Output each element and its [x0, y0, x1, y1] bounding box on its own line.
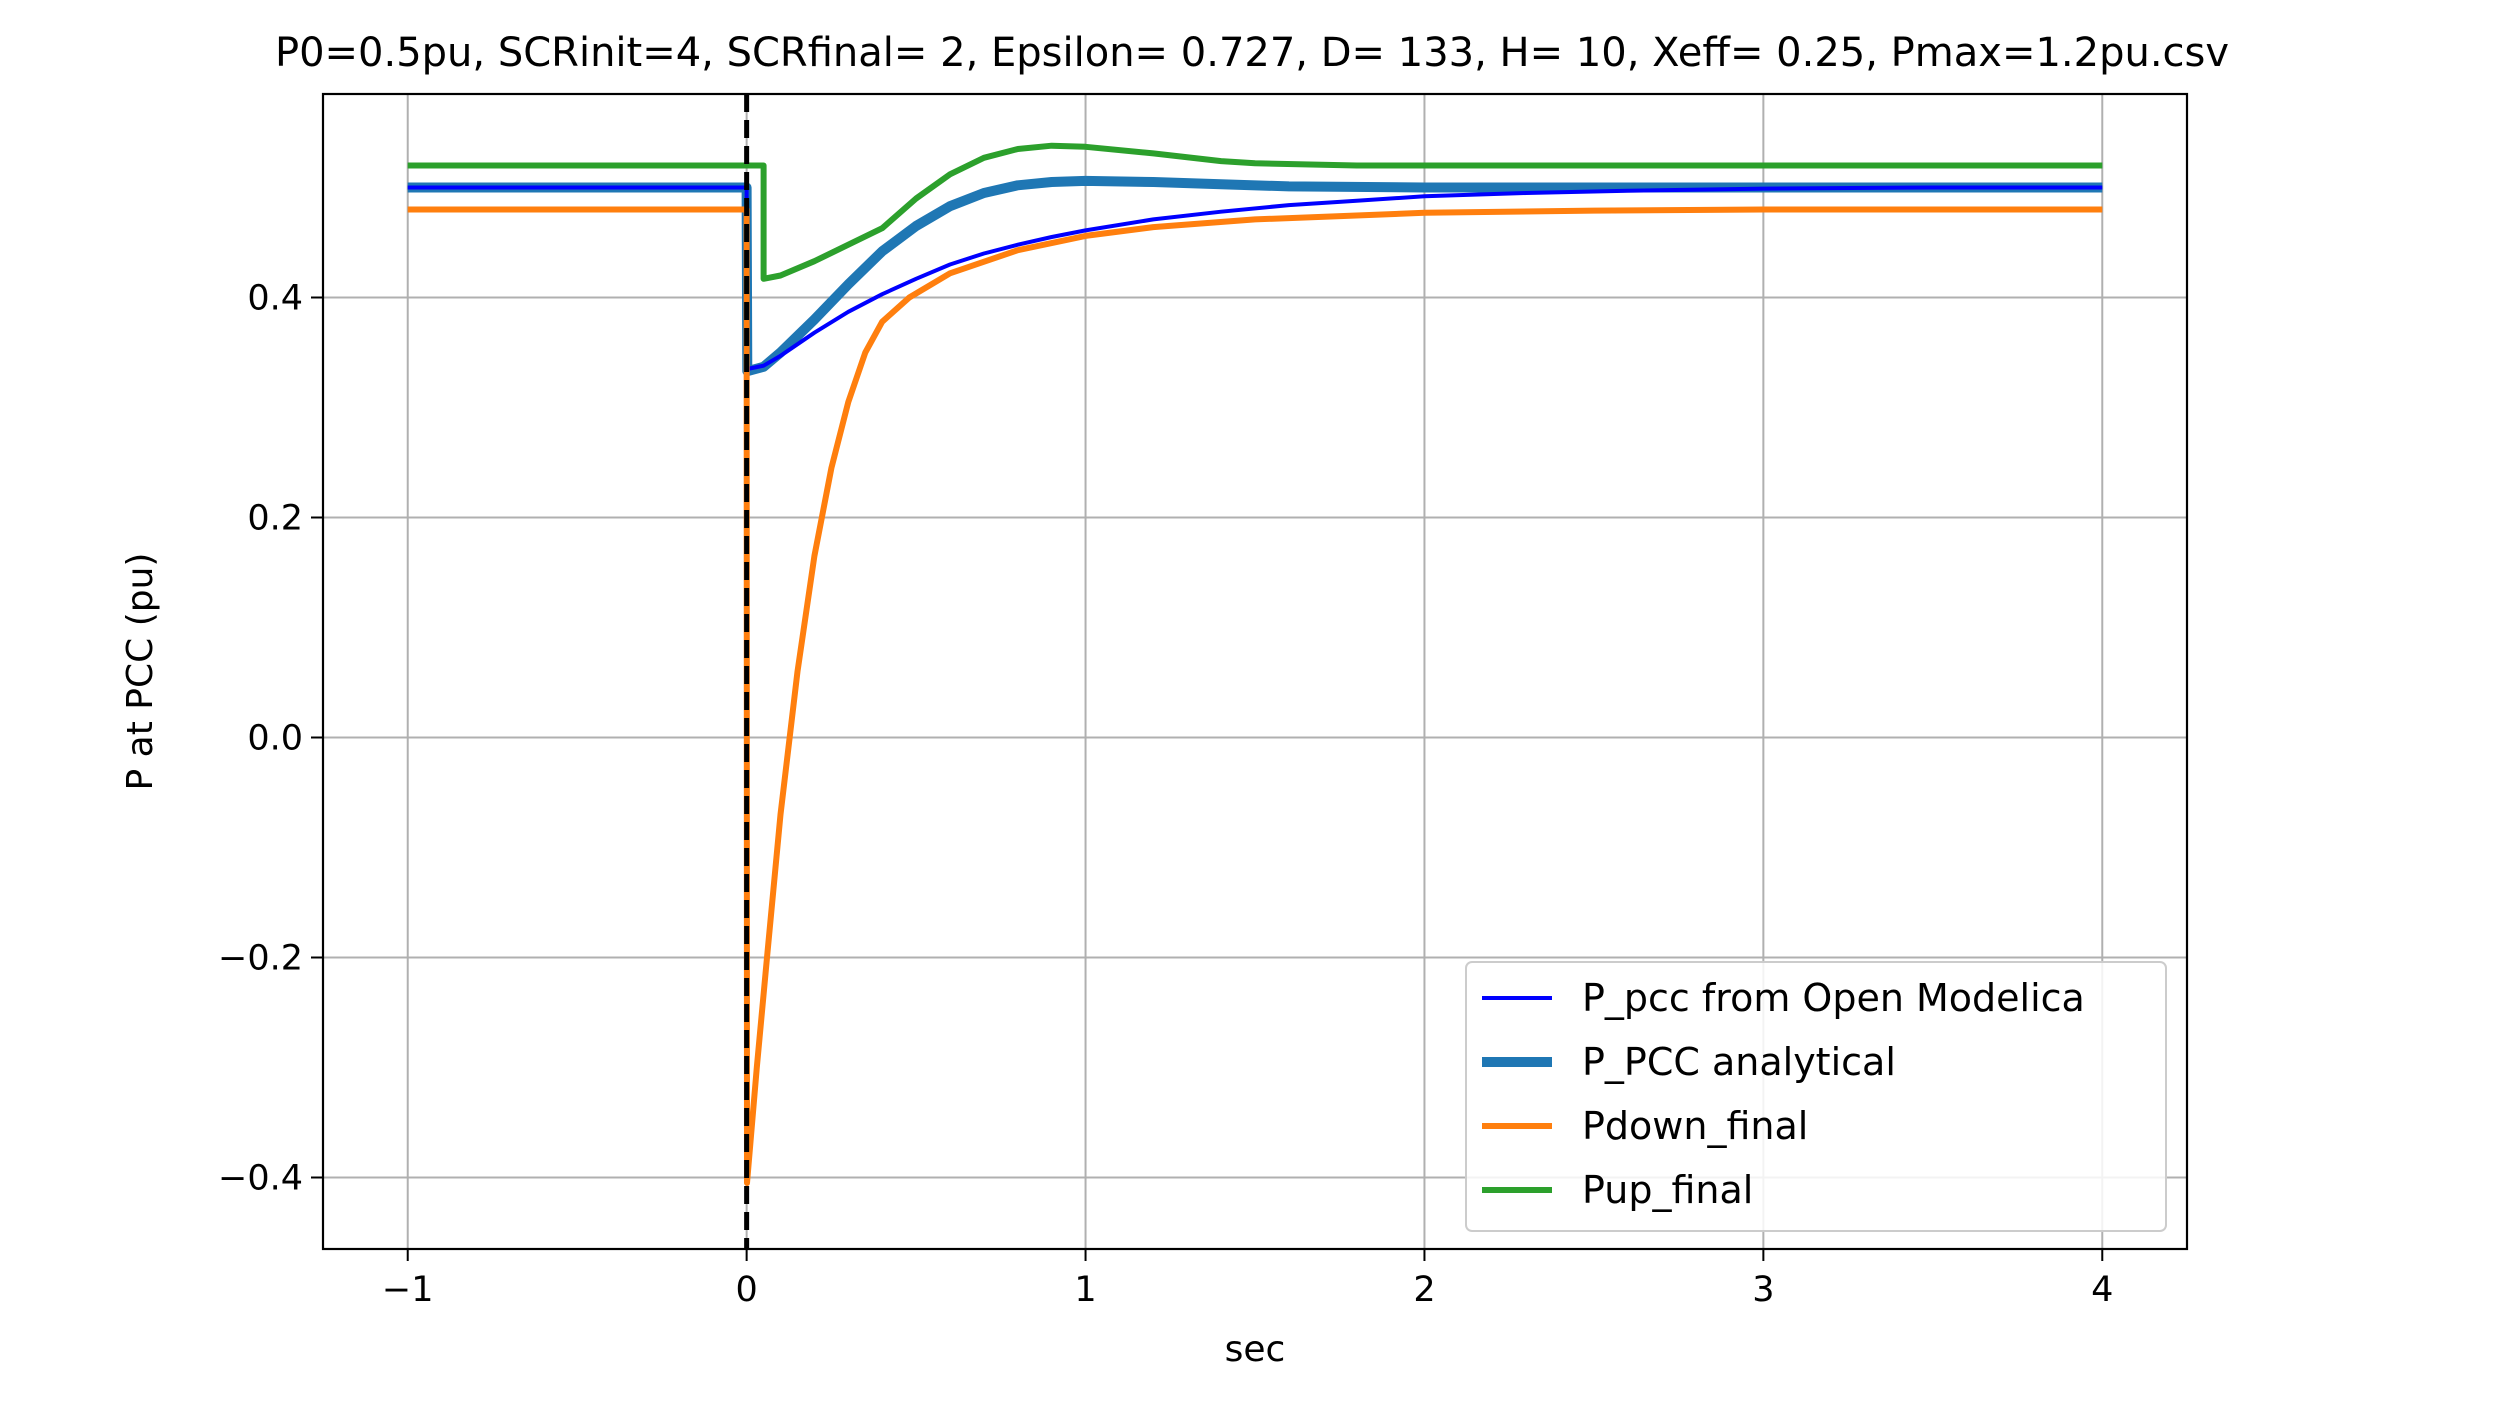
legend-label: Pdown_final	[1582, 1104, 1808, 1148]
grid	[323, 94, 2187, 1249]
legend-label: P_pcc from Open Modelica	[1582, 976, 2085, 1020]
x-tick-label: 4	[2091, 1270, 2113, 1310]
series-lines	[407, 142, 2103, 1186]
series-line-pup-final	[407, 142, 2103, 282]
y-axis-title: P at PCC (pu)	[120, 553, 161, 791]
y-tick-label: −0.4	[218, 1159, 303, 1199]
x-tick-label: 3	[1752, 1270, 1774, 1310]
x-tick-label: 1	[1074, 1270, 1096, 1310]
x-axis-ticks: −1 0 1 2 3 4	[382, 1249, 2113, 1310]
legend-label: P_PCC analytical	[1582, 1040, 1896, 1084]
chart-title: P0=0.5pu, SCRinit=4, SCRfinal= 2, Epsilo…	[275, 30, 2229, 76]
legend: P_pcc from Open Modelica P_PCC analytical…	[1465, 961, 2167, 1232]
y-tick-label: 0.2	[247, 499, 303, 539]
x-tick-label: 0	[735, 1270, 757, 1310]
y-tick-label: 0.0	[247, 719, 303, 759]
x-tick-label: −1	[382, 1270, 434, 1310]
series-line-p-pcc-from-open-modelica	[407, 185, 2103, 371]
y-tick-label: 0.4	[247, 279, 303, 319]
y-axis-ticks: −0.4 −0.2 0.0 0.2 0.4	[218, 279, 323, 1199]
legend-box	[1465, 961, 2167, 1232]
plot-area-frame	[321, 92, 2189, 1251]
x-axis-title: sec	[1225, 1329, 1286, 1370]
y-tick-label: −0.2	[218, 939, 303, 979]
legend-label: Pup_final	[1582, 1168, 1753, 1212]
x-tick-label: 2	[1413, 1270, 1435, 1310]
series-line-pdown-final	[407, 206, 2103, 1186]
